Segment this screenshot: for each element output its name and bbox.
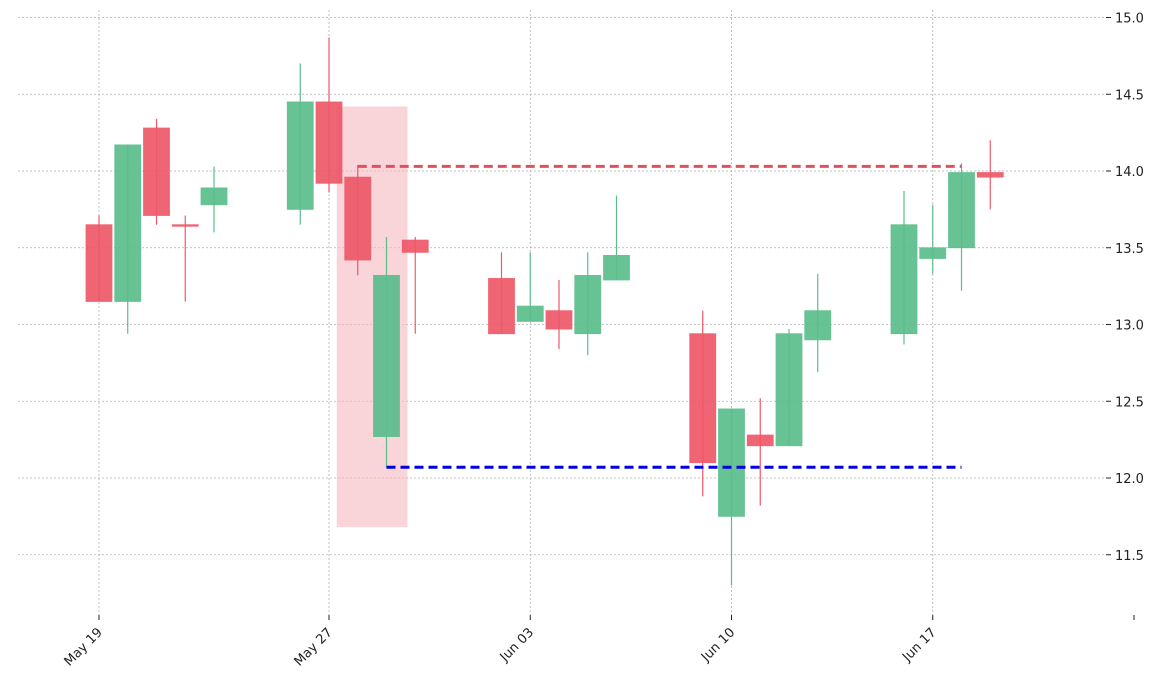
candle-up	[948, 163, 975, 291]
candle-body	[948, 172, 975, 249]
candle-down	[976, 140, 1004, 210]
candle-up	[516, 252, 544, 322]
candle-up	[890, 190, 918, 345]
candle-body	[919, 247, 947, 259]
y-tick-label: 12.0	[1115, 472, 1144, 487]
candle-down	[315, 37, 343, 193]
candle-body	[516, 305, 544, 322]
y-tick-label: 14.0	[1115, 165, 1144, 180]
candle-up	[919, 204, 947, 274]
candle-down	[746, 398, 774, 506]
x-tick-label: Jun 03	[497, 625, 537, 665]
candle-body	[488, 278, 515, 335]
y-tick-label: 11.5	[1115, 549, 1144, 564]
x-tick-label: Jun 10	[698, 625, 738, 665]
annotation-layer	[357, 164, 962, 469]
candle-up	[373, 237, 400, 468]
y-tick-label: 15.0	[1115, 12, 1144, 27]
x-tick-label: May 19	[62, 625, 106, 669]
candle-layer	[85, 37, 1004, 586]
candle-up	[718, 408, 745, 586]
candle-body	[85, 224, 113, 302]
candle-body	[890, 224, 918, 335]
candle-up	[603, 195, 630, 281]
candle-body	[775, 333, 803, 447]
candle-body	[143, 127, 170, 216]
candle-body	[574, 274, 602, 335]
candle-body	[976, 172, 1004, 178]
candle-body	[603, 255, 630, 281]
candle-body	[200, 187, 228, 206]
x-tick-label: May 27	[292, 625, 336, 669]
candle-body	[315, 101, 343, 184]
candle-body	[344, 176, 372, 261]
candle-body	[401, 239, 429, 253]
y-tick-label: 13.5	[1115, 242, 1144, 257]
candle-body	[746, 434, 774, 447]
y-tick-label: 12.5	[1115, 395, 1144, 410]
candle-down	[171, 215, 199, 302]
candle-down	[143, 118, 170, 225]
candle-body	[804, 310, 832, 341]
candle-down	[401, 237, 429, 334]
x-tick-label: Jun 17	[899, 625, 939, 665]
axis-layer: 11.5 12.0 12.5 13.0 13.5 14.0 14.5 15.0 May 19 Ma…	[62, 12, 1144, 670]
candle-up	[804, 273, 832, 373]
candle-body	[373, 274, 400, 437]
candle-body	[689, 333, 717, 464]
candle-body	[545, 310, 573, 330]
candle-body	[286, 101, 314, 210]
candle-body	[171, 224, 199, 227]
candle-up	[574, 252, 602, 356]
candle-up	[286, 63, 314, 225]
candle-up	[775, 329, 803, 447]
candle-down	[488, 252, 515, 335]
candle-body	[718, 408, 745, 517]
y-tick-label: 13.0	[1115, 319, 1144, 334]
candle-down	[344, 164, 372, 276]
candle-down	[85, 215, 113, 302]
candle-down	[545, 279, 573, 350]
candle-down	[689, 310, 717, 497]
candle-up	[114, 144, 142, 334]
candle-up	[200, 166, 228, 233]
y-tick-label: 14.5	[1115, 88, 1144, 103]
candle-body	[114, 144, 142, 302]
